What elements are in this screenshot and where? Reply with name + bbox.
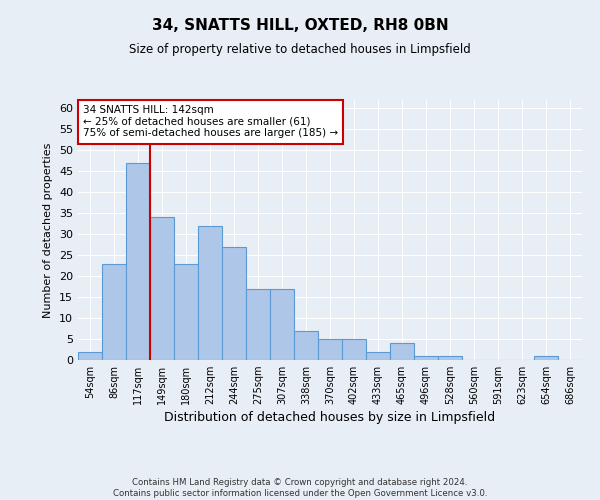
X-axis label: Distribution of detached houses by size in Limpsfield: Distribution of detached houses by size …: [164, 412, 496, 424]
Bar: [390, 343, 414, 360]
Bar: [294, 330, 318, 360]
Bar: [102, 264, 126, 360]
Text: Size of property relative to detached houses in Limpsfield: Size of property relative to detached ho…: [129, 42, 471, 56]
Bar: [270, 288, 294, 360]
Y-axis label: Number of detached properties: Number of detached properties: [43, 142, 53, 318]
Bar: [174, 264, 198, 360]
Bar: [438, 356, 462, 360]
Text: Contains HM Land Registry data © Crown copyright and database right 2024.
Contai: Contains HM Land Registry data © Crown c…: [113, 478, 487, 498]
Bar: [342, 339, 366, 360]
Bar: [534, 356, 558, 360]
Bar: [246, 288, 270, 360]
Bar: [198, 226, 222, 360]
Bar: [126, 163, 150, 360]
Bar: [222, 247, 246, 360]
Bar: [318, 339, 342, 360]
Bar: [78, 352, 102, 360]
Bar: [150, 218, 174, 360]
Bar: [366, 352, 390, 360]
Bar: [414, 356, 438, 360]
Text: 34, SNATTS HILL, OXTED, RH8 0BN: 34, SNATTS HILL, OXTED, RH8 0BN: [152, 18, 448, 32]
Text: 34 SNATTS HILL: 142sqm
← 25% of detached houses are smaller (61)
75% of semi-det: 34 SNATTS HILL: 142sqm ← 25% of detached…: [83, 105, 338, 138]
